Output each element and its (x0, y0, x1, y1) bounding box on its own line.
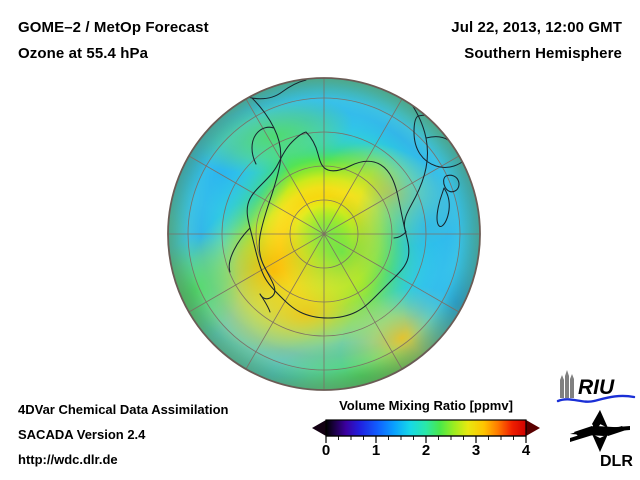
colorbar-title: Volume Mixing Ratio [ppmv] (339, 398, 513, 413)
colorbar-tick-1: 1 (371, 442, 381, 459)
dlr-wordmark: DLR (600, 453, 633, 470)
riu-wordmark: RIU (578, 376, 615, 399)
timestamp-label: Jul 22, 2013, 12:00 GMT (451, 19, 622, 36)
colorbar-tick-0: 0 (321, 442, 331, 459)
website-url[interactable]: http://wdc.dlr.de (18, 452, 118, 467)
dlr-pinwheel-icon (570, 410, 630, 452)
graticule (168, 78, 480, 390)
tower-icon (560, 370, 574, 398)
colorbar-tick-labels: 0 1 2 3 4 (312, 442, 540, 464)
globe-limb (167, 77, 481, 391)
version-label: SACADA Version 2.4 (18, 427, 146, 442)
ozone-field (168, 78, 480, 390)
method-label: 4DVar Chemical Data Assimilation (18, 402, 229, 417)
colorbar-tick-4: 4 (521, 442, 531, 459)
globe-map (156, 76, 492, 392)
quantity-subtitle: Ozone at 55.4 hPa (18, 45, 149, 62)
colorbar-extend-low (312, 420, 326, 436)
riu-logo: RIU (556, 370, 636, 406)
colorbar-minor-ticks (338, 436, 514, 440)
globe-svg (167, 77, 481, 391)
colorbar-tick-2: 2 (421, 442, 431, 459)
colorbar-swatch (312, 419, 540, 443)
colorbar-ticks (325, 436, 527, 443)
region-label: Southern Hemisphere (464, 45, 622, 62)
colorbar: Volume Mixing Ratio [ppmv] (312, 398, 540, 470)
riu-logo-svg: RIU (556, 370, 636, 403)
dlr-logo-svg: DLR (570, 410, 633, 470)
dlr-logo: DLR (562, 408, 638, 470)
wave-icon (556, 394, 636, 403)
colorbar-tick-3: 3 (471, 442, 481, 459)
instrument-title: GOME–2 / MetOp Forecast (18, 19, 209, 36)
colorbar-extend-high (526, 420, 540, 436)
